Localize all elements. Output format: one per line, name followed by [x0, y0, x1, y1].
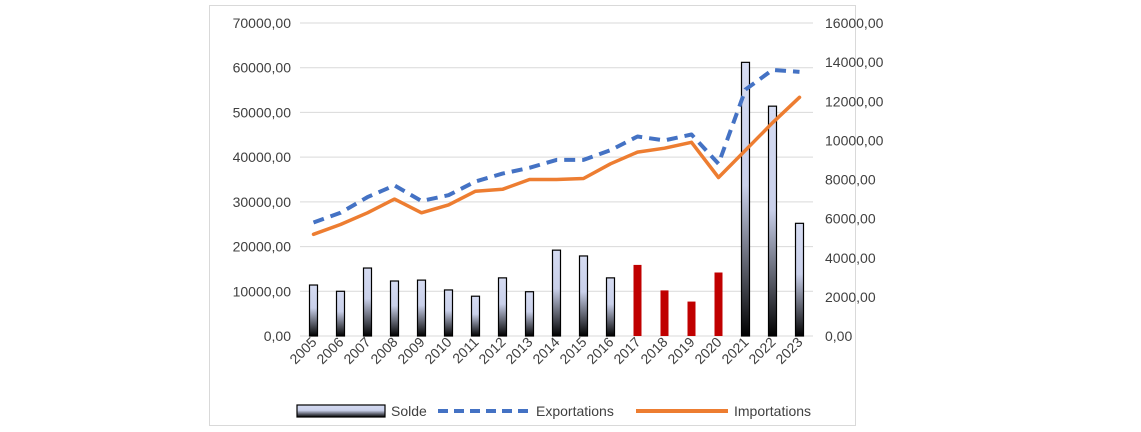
solde-bar: [740, 61, 751, 337]
solde-bar: [443, 289, 454, 337]
right-tick-label: 12000,00: [825, 93, 884, 109]
right-tick-label: 0,00: [825, 328, 852, 344]
x-tick-label: 2019: [664, 334, 697, 367]
gridlines: [300, 22, 813, 337]
legend-importations-label: Importations: [734, 403, 811, 419]
legend: Solde Exportations Importations: [296, 403, 811, 419]
importations-line: [311, 95, 802, 237]
right-tick-label: 2000,00: [825, 289, 876, 305]
left-tick-label: 10000,00: [233, 283, 292, 299]
x-tick-label: 2016: [583, 334, 616, 367]
legend-solde-label: Solde: [391, 403, 427, 419]
solde-bar: [605, 277, 616, 337]
left-tick-label: 20000,00: [233, 239, 292, 255]
left-tick-label: 60000,00: [233, 60, 292, 76]
solde-bar: [524, 291, 535, 337]
x-tick-label: 2015: [556, 334, 589, 367]
x-tick-label: 2014: [529, 334, 562, 367]
line-series: [311, 67, 802, 237]
solde-bar: [660, 290, 669, 336]
solde-bar: [389, 280, 400, 337]
x-tick-label: 2007: [340, 334, 373, 367]
x-tick-label: 2010: [421, 334, 454, 367]
solde-bar: [714, 272, 723, 336]
x-tick-label: 2017: [610, 334, 643, 367]
solde-bar: [794, 222, 805, 337]
left-tick-label: 30000,00: [233, 194, 292, 210]
x-tick-label: 2020: [691, 334, 724, 367]
solde-bar: [470, 295, 481, 337]
x-tick-label: 2022: [745, 334, 778, 367]
left-tick-label: 40000,00: [233, 149, 292, 165]
x-tick-label: 2011: [449, 334, 482, 367]
solde-bar: [551, 249, 562, 337]
x-tick-label: 2021: [718, 334, 751, 367]
x-tick-label: 2023: [772, 334, 805, 367]
solde-bar: [578, 255, 589, 337]
solde-bar: [335, 290, 346, 337]
x-tick-label: 2013: [502, 334, 535, 367]
right-tick-label: 10000,00: [825, 132, 884, 148]
x-tick-label: 2012: [475, 334, 508, 367]
legend-solde-swatch: [296, 404, 386, 418]
right-tick-label: 6000,00: [825, 211, 876, 227]
exportations-line: [312, 67, 800, 225]
right-tick-label: 16000,00: [825, 15, 884, 31]
legend-exportations-label: Exportations: [536, 403, 614, 419]
solde-bar: [416, 279, 427, 337]
x-tick-label: 2008: [367, 334, 400, 367]
x-tick-label: 2006: [313, 334, 346, 367]
right-tick-label: 4000,00: [825, 250, 876, 266]
solde-bar: [767, 105, 778, 337]
right-tick-label: 8000,00: [825, 172, 876, 188]
x-tick-label: 2009: [394, 334, 427, 367]
left-tick-label: 70000,00: [233, 15, 292, 31]
x-tick-label: 2005: [286, 334, 319, 367]
left-tick-label: 0,00: [264, 328, 291, 344]
solde-bar: [687, 301, 696, 336]
right-axis: 0,00 2000,00 4000,00 6000,00 8000,00 10000,00…: [825, 15, 884, 344]
solde-bars: [308, 61, 805, 337]
solde-bar: [633, 264, 642, 336]
x-tick-label: 2018: [637, 334, 670, 367]
solde-bar: [362, 267, 373, 337]
left-axis: 0,00 10000,00 20000,00 30000,00 40000,00 5000…: [233, 15, 292, 344]
left-tick-label: 50000,00: [233, 104, 292, 120]
solde-bar: [497, 277, 508, 337]
solde-bar: [308, 284, 319, 337]
x-axis: 2005200620072008200920102011201220132014…: [286, 334, 805, 367]
right-tick-label: 14000,00: [825, 54, 884, 70]
